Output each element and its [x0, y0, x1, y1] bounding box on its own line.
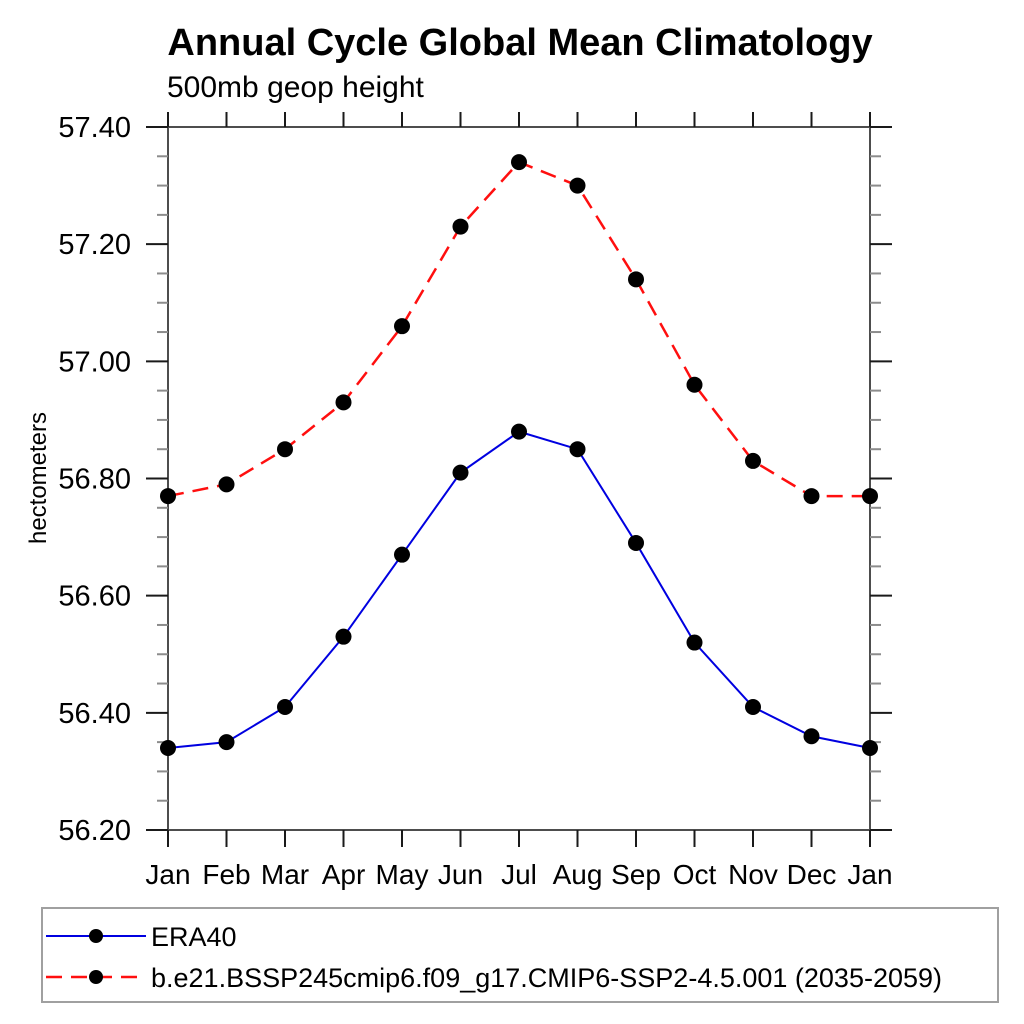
x-tick-label: Sep: [611, 859, 661, 890]
data-point: [452, 218, 469, 235]
y-tick-label: 56.80: [58, 464, 131, 496]
data-point: [277, 698, 293, 715]
data-point: [160, 739, 176, 756]
data-point: [686, 376, 703, 393]
y-tick-label: 56.40: [58, 698, 131, 730]
legend-box: [41, 907, 999, 1003]
series-line-1: [167, 160, 870, 498]
x-tick-label: Nov: [728, 859, 778, 890]
data-point: [862, 739, 878, 756]
y-tick-label: 56.60: [58, 581, 131, 613]
series-line-0: [167, 430, 871, 749]
data-point: [394, 318, 410, 335]
data-point: [628, 271, 644, 288]
chart-subtitle: 500mb geop height: [167, 71, 425, 104]
legend-marker-model-dot: [89, 970, 103, 984]
data-point: [218, 734, 235, 751]
y-tick-label: 57.20: [58, 229, 131, 261]
legend-marker-era40-dot: [89, 929, 103, 943]
data-point: [277, 441, 293, 458]
data-point: [745, 452, 761, 469]
y-tick-label: 57.00: [58, 346, 131, 378]
data-point: [218, 476, 235, 493]
x-tick-label: Feb: [202, 859, 250, 890]
plot-axes: [167, 126, 871, 831]
x-tick-label: Jan: [847, 859, 892, 890]
x-axis-ticks: Jan Feb Mar Apr May Jun Jul Aug Sep Oct Nov Dec Jan: [145, 112, 893, 890]
x-tick-label: Oct: [673, 859, 717, 890]
data-point: [803, 728, 820, 745]
y-axis-ticks: 56.20 56.40 56.60 56.80 57.00 57.20 57.40: [58, 112, 892, 847]
data-point: [160, 488, 176, 505]
x-tick-label: Aug: [553, 859, 603, 890]
x-tick-label: Mar: [261, 859, 309, 890]
chart-title: Annual Cycle Global Mean Climatology: [167, 22, 872, 64]
data-point: [452, 464, 469, 481]
data-point: [335, 628, 352, 645]
data-point: [394, 546, 410, 563]
x-tick-label: Jul: [501, 859, 537, 890]
data-point: [335, 394, 352, 411]
data-point: [511, 154, 527, 171]
legend-label-era40: ERA40: [151, 922, 237, 952]
data-point: [628, 534, 644, 551]
data-point: [511, 423, 527, 440]
x-tick-label: May: [376, 859, 429, 890]
data-point: [803, 488, 820, 505]
data-point: [745, 698, 761, 715]
data-point: [862, 488, 878, 505]
x-tick-label: Dec: [787, 859, 837, 890]
legend-label-model: b.e21.BSSP245cmip6.f09_g17.CMIP6-SSP2-4.…: [151, 963, 942, 993]
data-point: [569, 441, 586, 458]
x-tick-label: Jun: [438, 859, 483, 890]
y-tick-label: 57.40: [58, 112, 131, 144]
data-point: [686, 634, 703, 651]
data-series: [160, 154, 878, 756]
data-point: [569, 177, 586, 194]
x-tick-label: Jan: [145, 859, 190, 890]
x-tick-label: Apr: [322, 859, 366, 890]
y-tick-label: 56.20: [58, 815, 131, 847]
y-axis-title: hectometers: [25, 412, 52, 544]
legend: ERA40 b.e21.BSSP245cmip6.f09_g17.CMIP6-S…: [41, 907, 999, 1003]
